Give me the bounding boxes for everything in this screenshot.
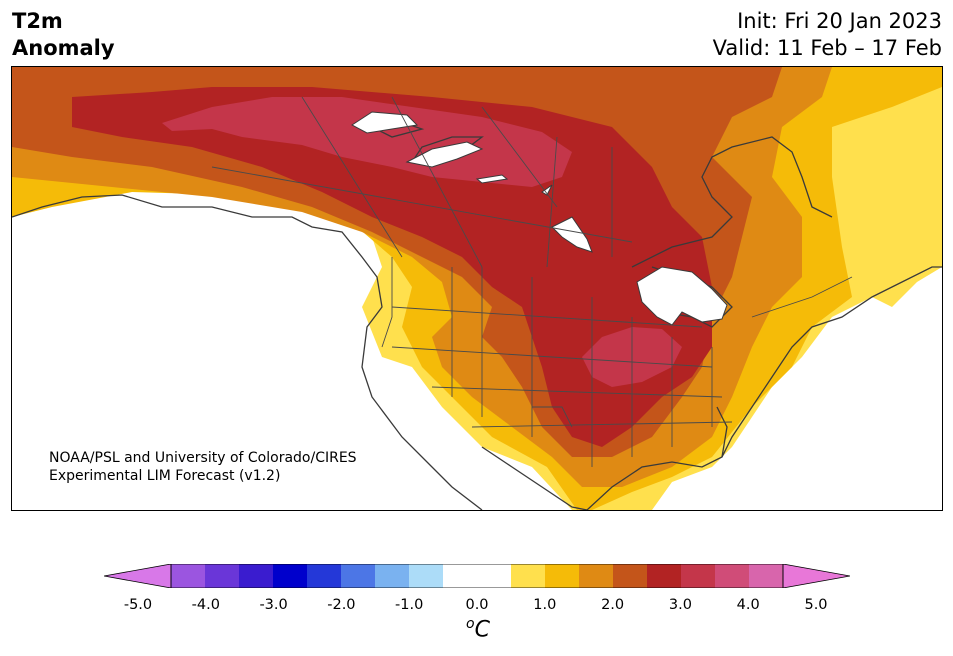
colorbar-bin	[681, 564, 716, 588]
units-letter: C	[474, 617, 490, 643]
colorbar-under-extension	[104, 564, 172, 588]
political-borders	[211, 96, 853, 467]
credit-line1: NOAA/PSL and University of Colorado/CIRE…	[49, 450, 357, 466]
valid-dates: Valid: 11 Feb – 17 Feb	[712, 36, 942, 60]
colorbar-bin	[613, 564, 648, 588]
anomaly-contours	[12, 67, 942, 510]
colorbar-tick-label: -5.0	[123, 597, 153, 613]
title-anomaly: Anomaly	[12, 36, 115, 60]
init-date: Init: Fri 20 Jan 2023	[737, 9, 942, 33]
colorbar-tick-label: -2.0	[327, 597, 356, 613]
contour-3.0-north	[162, 97, 572, 187]
colorbar	[104, 564, 850, 588]
colorbar-tick-label: 2.0	[601, 597, 625, 613]
lakes	[351, 111, 728, 326]
colorbar-bin	[511, 564, 546, 588]
colorbar-tick-label: 5.0	[804, 597, 828, 613]
colorbar-bin	[171, 564, 206, 588]
map-canvas	[12, 67, 942, 510]
colorbar-bin	[205, 564, 240, 588]
colorbar-bins	[171, 564, 784, 588]
colorbar-tick-label: -4.0	[191, 597, 220, 613]
anomaly-map	[11, 66, 943, 511]
colorbar-ticks: -5.0 -4.0 -3.0 -2.0 -1.0 0.0 1.0 2.0 3.0 4.0 5.0	[0, 597, 953, 617]
colorbar-tick-label: 1.0	[533, 597, 557, 613]
colorbar-tick-label: -3.0	[259, 597, 288, 613]
colorbar-bin	[341, 564, 376, 588]
colorbar-bin	[443, 564, 478, 588]
colorbar-outline	[170, 564, 784, 588]
colorbar-bin	[409, 564, 444, 588]
colorbar-bin	[749, 564, 784, 588]
degree-symbol: o	[466, 616, 475, 632]
colorbar-tick-label: -1.0	[395, 597, 424, 613]
credit-text: NOAA/PSL and University of Colorado/CIRE…	[49, 449, 357, 485]
colorbar-bin	[307, 564, 342, 588]
colorbar-over-extension	[782, 564, 850, 588]
title-variable: T2m	[12, 9, 63, 33]
colorbar-tick-label: 0.0	[465, 597, 489, 613]
colorbar-tick-label: 4.0	[736, 597, 760, 613]
map-title: T2m Anomaly	[12, 8, 115, 62]
forecast-dates: Init: Fri 20 Jan 2023 Valid: 11 Feb – 17…	[713, 8, 942, 62]
colorbar-bin	[579, 564, 614, 588]
colorbar-bin	[647, 564, 682, 588]
colorbar-tick-label: 3.0	[668, 597, 692, 613]
colorbar-bin	[273, 564, 308, 588]
colorbar-bin	[477, 564, 512, 588]
credit-line2: Experimental LIM Forecast (v1.2)	[49, 468, 281, 484]
colorbar-bin	[715, 564, 750, 588]
colorbar-bin	[239, 564, 274, 588]
colorbar-units: oC	[466, 616, 490, 642]
colorbar-bin	[545, 564, 580, 588]
colorbar-bin	[375, 564, 410, 588]
